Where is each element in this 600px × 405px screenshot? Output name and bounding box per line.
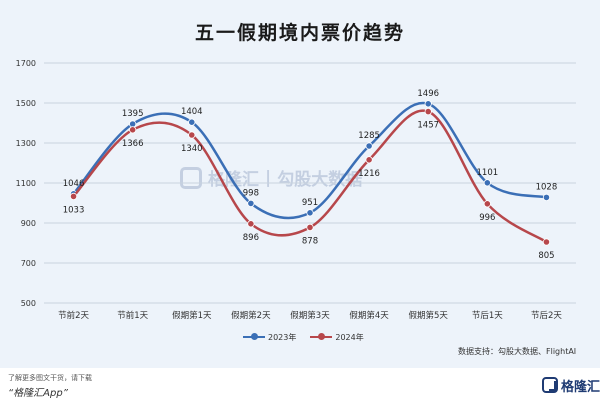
legend-swatch-2023: [243, 330, 265, 344]
watermark-partner: 勾股大数据: [277, 170, 363, 190]
x-tick-label: 假期第4天: [349, 310, 389, 321]
data-point-2023年: [306, 209, 314, 217]
data-label: 1340: [181, 144, 203, 154]
y-tick-label: 700: [21, 259, 36, 268]
data-point-2024年: [69, 192, 78, 200]
app-name-text: “格隆汇App”: [8, 388, 68, 399]
footer-bar: [0, 368, 600, 405]
data-point-2023年: [247, 199, 255, 207]
data-point-2023年: [483, 179, 491, 187]
x-tick-label: 假期第1天: [172, 310, 212, 321]
data-label: 896: [243, 233, 259, 243]
data-label: 1216: [358, 169, 380, 179]
y-tick-label: 1300: [16, 139, 36, 148]
data-label: 998: [243, 188, 259, 198]
data-source-note: 数据支持：勾股大数据、FlightAI: [458, 347, 577, 356]
x-tick-label: 节后2天: [531, 310, 562, 321]
data-point-2024年: [188, 131, 196, 139]
x-tick-label: 假期第5天: [409, 310, 449, 321]
data-label: 1457: [417, 121, 439, 131]
x-tick-label: 节前1天: [117, 310, 148, 321]
x-tick-label: 节后1天: [472, 310, 503, 321]
data-point-2023年: [188, 118, 196, 126]
chart-panel: [0, 0, 600, 368]
data-label: 951: [302, 198, 318, 208]
data-label: 1046: [63, 179, 85, 189]
data-point-2024年: [542, 238, 551, 246]
brand-name: 格隆汇: [561, 379, 600, 395]
data-label: 1496: [417, 89, 439, 99]
watermark-logo-icon: [180, 166, 202, 189]
brand-logo-icon: [542, 377, 558, 393]
chart-legend: 2023年 2024年: [243, 330, 378, 344]
data-label: 1028: [536, 182, 558, 192]
line-chart: 500 700 900 1100 1300 1500 1700 节前2天 节前1天 假期第1天 假期…: [16, 59, 576, 321]
y-tick-label: 1700: [16, 59, 36, 68]
data-label: 1101: [477, 168, 499, 178]
series-line-2024年: [72, 109, 548, 244]
data-label: 1285: [358, 131, 380, 141]
y-tick-label: 1100: [16, 179, 36, 188]
data-label: 996: [479, 213, 495, 223]
data-point-2024年: [129, 126, 137, 134]
data-point-2024年: [483, 200, 491, 208]
data-point-2024年: [306, 223, 314, 231]
data-point-2024年: [247, 220, 255, 228]
legend-label-2023: 2023年: [268, 332, 297, 342]
data-label: 1404: [181, 107, 203, 117]
data-label: 878: [302, 236, 318, 246]
legend-swatch-2024: [310, 330, 333, 344]
x-tick-label: 假期第2天: [231, 310, 271, 321]
data-label: 1033: [63, 205, 85, 215]
y-tick-label: 900: [21, 219, 36, 228]
brand-logo: 格隆汇: [542, 374, 600, 396]
x-tick-label: 假期第3天: [290, 310, 330, 321]
data-label: 1395: [122, 109, 144, 119]
data-label: 1366: [122, 139, 144, 149]
legend-item-2023: 2023年: [243, 330, 296, 344]
data-label: 805: [538, 251, 554, 261]
data-point-2023年: [424, 100, 432, 108]
legend-item-2024: 2024年: [310, 330, 364, 344]
chart-title: 五一假期境内票价趋势: [194, 22, 405, 44]
x-tick-label: 节前2天: [58, 310, 89, 321]
watermark-divider: |: [265, 167, 272, 188]
data-point-2023年: [365, 142, 373, 150]
data-point-2023年: [542, 193, 551, 201]
data-point-2024年: [365, 156, 373, 164]
promo-text: 了解更多图文干货，请下载: [8, 374, 92, 382]
data-point-2024年: [424, 108, 432, 116]
y-tick-label: 500: [21, 299, 36, 308]
legend-label-2024: 2024年: [335, 332, 364, 342]
y-tick-label: 1500: [16, 99, 36, 108]
